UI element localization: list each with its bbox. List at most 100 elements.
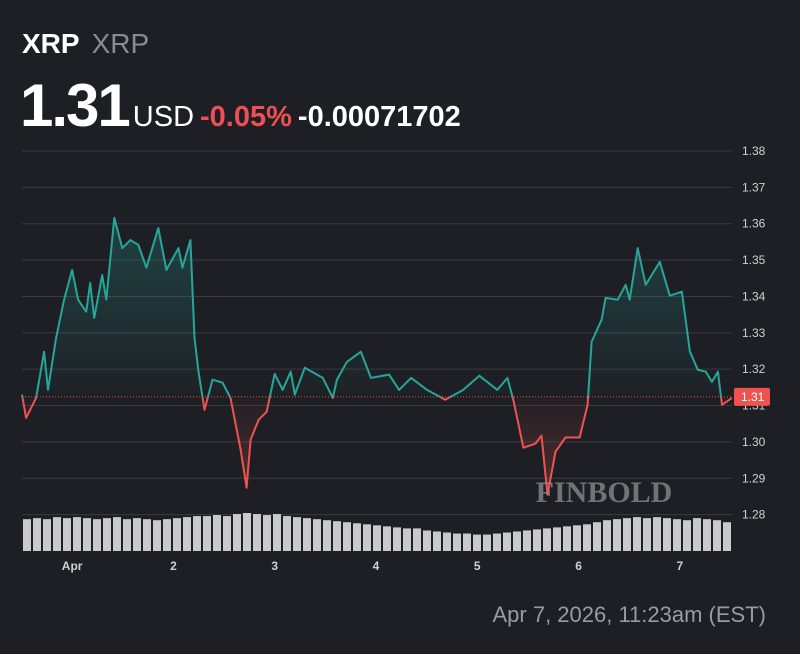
volume-bar [53, 517, 61, 551]
price-badge [734, 387, 770, 406]
volume-bar [453, 533, 461, 551]
volume-bar [243, 513, 251, 551]
volume-bar [373, 525, 381, 551]
volume-bar [273, 514, 281, 551]
volume-bar [503, 532, 511, 551]
volume-bar [703, 519, 711, 551]
y-tick-label: 1.34 [742, 289, 766, 303]
volume-bar [263, 515, 271, 551]
watermark: FINBOLD [536, 476, 673, 509]
volume-bar [593, 522, 601, 551]
x-tick-label: 7 [676, 559, 683, 573]
volume-bar [193, 516, 201, 551]
volume-bar [403, 528, 411, 551]
timestamp: Apr 7, 2026, 11:23am (EST) [492, 602, 766, 627]
volume-bar [63, 518, 71, 551]
plot: 1.28 1.29 1.30 1.31 1.32 1.33 1.34 1.35 1.36 1.37… [21, 144, 770, 573]
volume-bar [623, 518, 631, 551]
x-tick-label: 5 [474, 559, 481, 573]
volume-bar [493, 533, 501, 551]
volume-bar [563, 526, 571, 551]
volume-bar [673, 519, 681, 551]
volume-bar [83, 518, 91, 551]
volume-bar [253, 514, 261, 551]
volume-bar [173, 518, 181, 551]
volume-bar [103, 518, 111, 551]
volume-bar [33, 518, 41, 551]
volume-bar [643, 518, 651, 551]
volume-bar [463, 533, 471, 551]
volume-bar [573, 525, 581, 551]
y-tick-label: 1.30 [742, 435, 766, 449]
volume-bar [443, 532, 451, 551]
volume-bar [333, 521, 341, 551]
x-tick-label: 6 [575, 559, 582, 573]
x-tick-label: 2 [170, 559, 177, 573]
volume-bar [683, 520, 691, 551]
volume-bar [423, 530, 431, 551]
y-tick-label: 1.36 [742, 217, 766, 231]
volume-bar [323, 520, 331, 551]
volume-bar [653, 517, 661, 551]
volume-bar [23, 519, 31, 551]
x-tick-label: 3 [271, 559, 278, 573]
volume-bar [523, 530, 531, 551]
volume-bar [433, 531, 441, 551]
volume-bar [283, 516, 291, 551]
volume-bar [113, 517, 121, 551]
price: 1.31 [20, 72, 129, 139]
volume-bar [133, 518, 141, 551]
volume-bar [363, 524, 371, 551]
volume-bar [473, 534, 481, 551]
volume-bar [533, 529, 541, 551]
y-tick-label: 1.29 [742, 471, 766, 485]
y-tick-label: 1.32 [742, 362, 766, 376]
volume-bar [43, 519, 51, 551]
volume-bar [413, 528, 421, 551]
volume-bar [583, 524, 591, 551]
x-tick-label: 4 [373, 559, 380, 573]
y-tick-label: 1.37 [742, 180, 766, 194]
y-tick-label: 1.28 [742, 508, 766, 522]
volume-bar [313, 519, 321, 551]
volume-bar [223, 516, 231, 551]
subtitle: XRP [92, 28, 150, 59]
volume-bar [513, 531, 521, 551]
volume-bar [663, 518, 671, 551]
price-line [21, 216, 733, 496]
volume-bar [293, 517, 301, 551]
change: -0.00071702 [298, 101, 461, 133]
change-percent: -0.05% [200, 101, 292, 133]
price-badge-label: 1.31 [741, 390, 765, 404]
volume-bar [633, 517, 641, 551]
y-tick-label: 1.35 [742, 253, 766, 267]
volume-bar [393, 527, 401, 551]
volume-bar [553, 527, 561, 551]
volume-bar [73, 517, 81, 551]
volume-bar [93, 519, 101, 551]
currency: USD [133, 101, 194, 133]
volume-bar [183, 517, 191, 551]
price-area [22, 217, 732, 495]
volume-bar [603, 520, 611, 551]
volume-bar [613, 519, 621, 551]
volume-bar [123, 519, 131, 551]
volume-bar [723, 522, 731, 551]
title: XRP [22, 28, 80, 59]
volume-bar [693, 518, 701, 551]
volume-bar [543, 528, 551, 551]
volume-bar [203, 516, 211, 551]
volume-bar [233, 514, 241, 551]
volume-bar [303, 518, 311, 551]
volume-bar [713, 520, 721, 551]
volume-bar [353, 523, 361, 551]
volume-bar [143, 519, 151, 551]
volume-bar [213, 515, 221, 551]
volume-bar [163, 519, 171, 551]
volume-bar [343, 522, 351, 551]
y-tick-label: 1.33 [742, 326, 766, 340]
y-tick-label: 1.38 [742, 144, 766, 158]
volume-bar [383, 526, 391, 551]
